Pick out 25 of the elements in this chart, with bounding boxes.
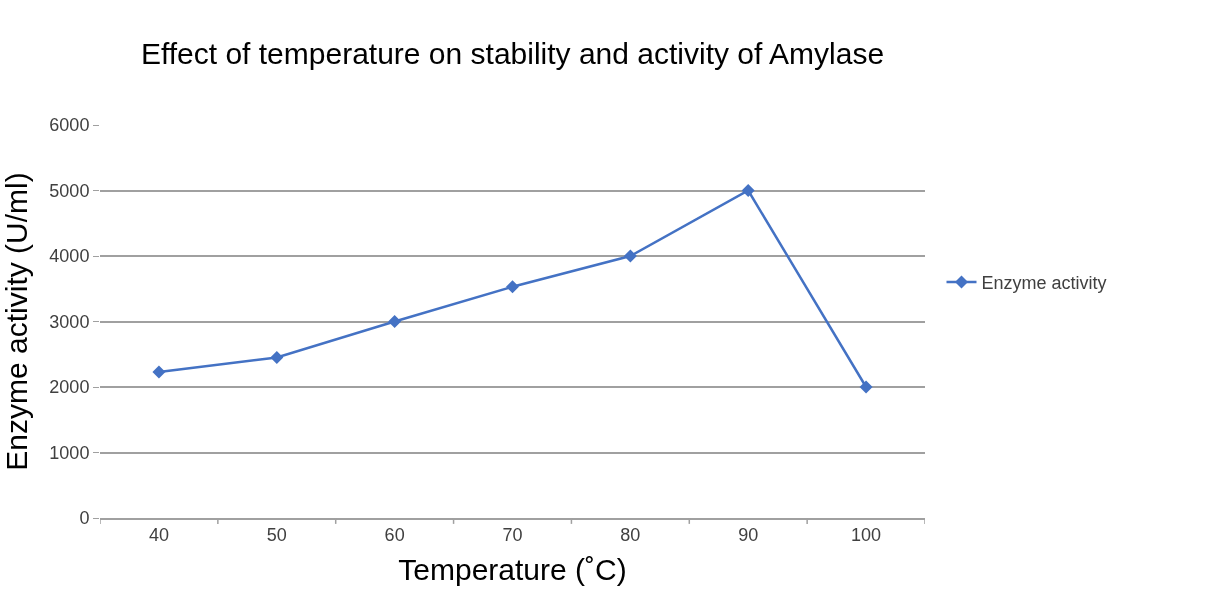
point: [859, 380, 873, 394]
x-tick-label: 80: [620, 525, 641, 546]
x-tick-label: 50: [266, 525, 287, 546]
x-tick-label: 100: [851, 525, 882, 546]
point: [388, 315, 402, 328]
legend-label: Enzyme activity: [981, 272, 1107, 293]
y-tick-label: 6000: [49, 115, 90, 136]
y-tick-label: 0: [79, 508, 90, 529]
x-tick-label: 60: [384, 525, 405, 546]
x-tick-label: 90: [738, 525, 759, 546]
x-tick-label: 40: [148, 525, 169, 546]
y-tick-label: 3000: [49, 311, 90, 332]
point: [741, 184, 755, 197]
point: [270, 351, 284, 365]
y-axis-title: Enzyme activity (U/ml): [0, 172, 33, 471]
point: [506, 280, 519, 294]
y-tick-label: 4000: [49, 246, 90, 267]
point: [623, 249, 637, 263]
x-tick-label: 70: [502, 525, 523, 546]
y-tick-label: 5000: [49, 180, 90, 201]
point: [152, 365, 166, 379]
y-tick-label: 1000: [49, 442, 90, 463]
chart-title: Effect of temperature on stability and activity of Amylase: [140, 36, 885, 70]
x-axis-title: Temperature (˚C): [398, 553, 627, 587]
y-tick-label: 2000: [49, 377, 90, 398]
